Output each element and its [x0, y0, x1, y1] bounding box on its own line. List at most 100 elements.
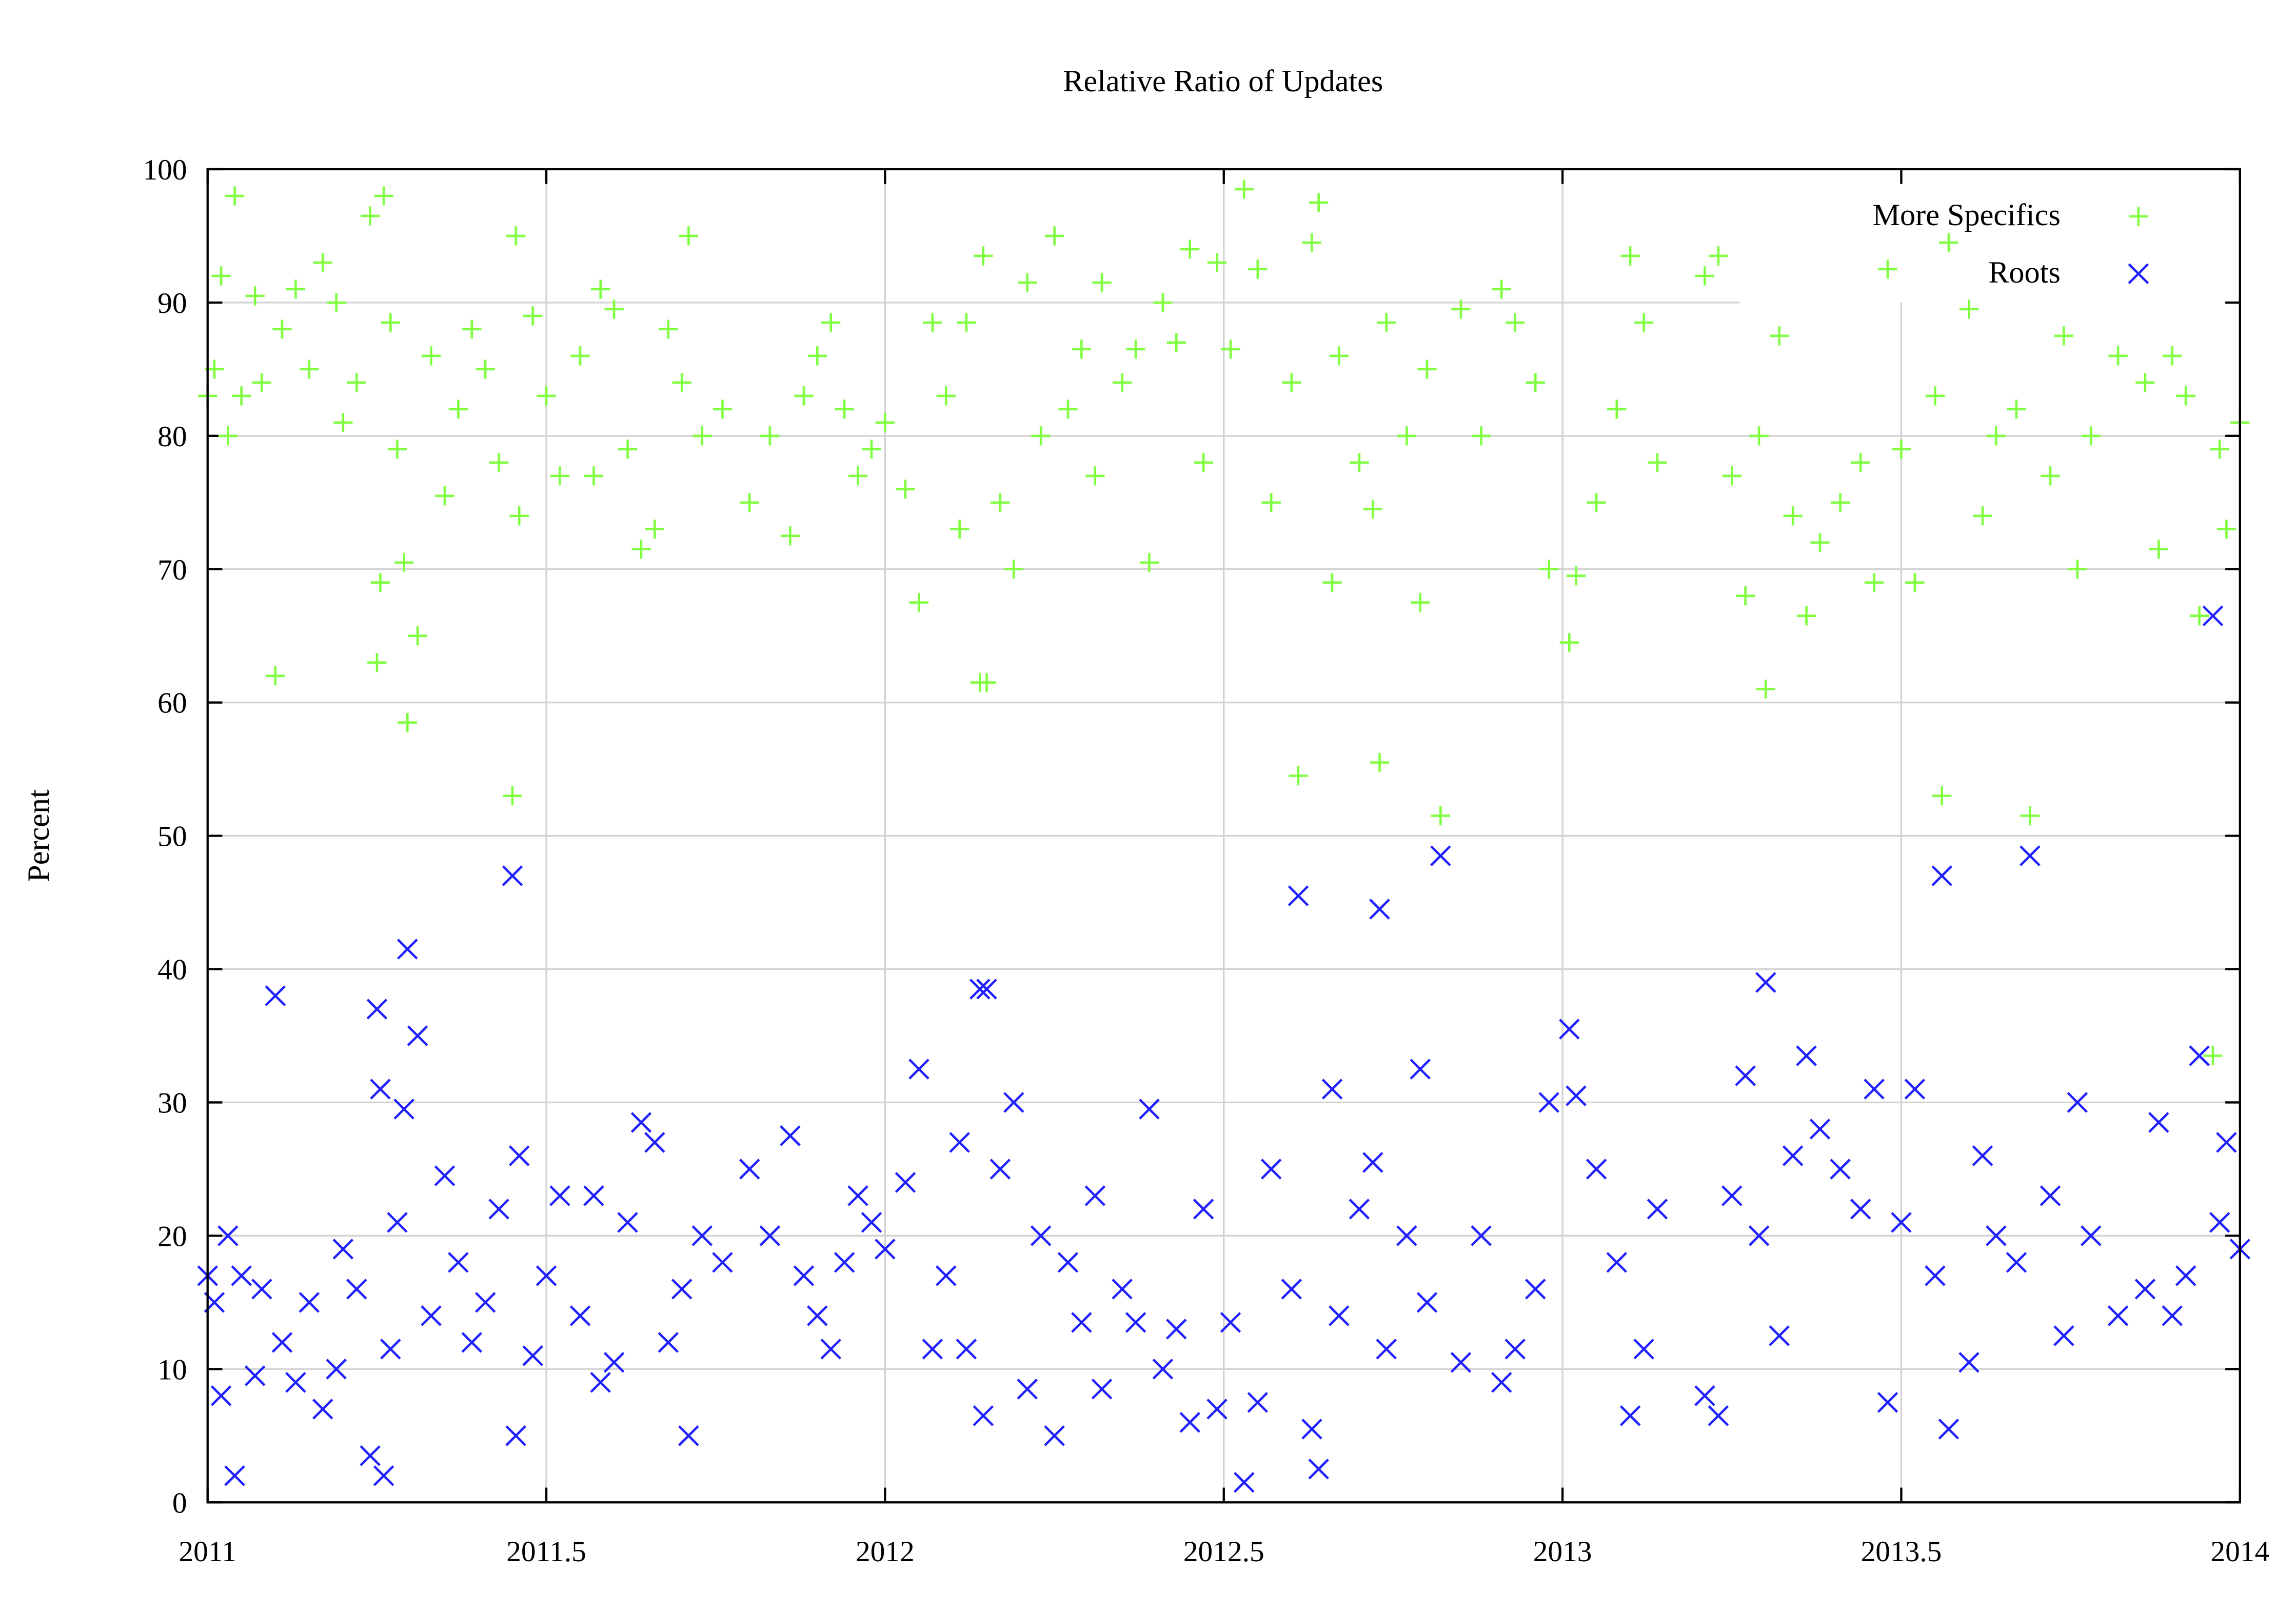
- y-tick-label: 50: [157, 821, 187, 853]
- point-roots: [1877, 1392, 1898, 1413]
- point-roots: [1084, 1185, 1106, 1206]
- point-more-specifics: [896, 480, 915, 499]
- point-more-specifics: [1695, 266, 1715, 286]
- point-more-specifics: [1864, 573, 1884, 592]
- point-roots: [671, 1279, 692, 1300]
- point-more-specifics: [2007, 400, 2026, 419]
- point-more-specifics: [462, 320, 482, 339]
- point-more-specifics: [1153, 293, 1173, 312]
- point-roots: [217, 1225, 239, 1246]
- point-roots: [1505, 1339, 1526, 1360]
- point-roots: [847, 1185, 868, 1206]
- point-roots: [1972, 1145, 1993, 1166]
- point-more-specifics: [286, 280, 306, 299]
- point-roots: [1362, 1152, 1383, 1173]
- point-roots: [380, 1339, 401, 1360]
- point-more-specifics: [974, 246, 993, 266]
- point-more-specifics: [1417, 360, 1437, 379]
- point-roots: [1559, 1019, 1580, 1040]
- y-ticks: 0 10 20 30 40 50 60 70 80 90 100: [143, 154, 2240, 1519]
- point-roots: [2053, 1325, 2074, 1346]
- data-points: [197, 180, 2251, 1493]
- point-roots: [1958, 1352, 1980, 1373]
- point-roots: [1071, 1312, 1092, 1333]
- point-more-specifics: [408, 626, 427, 646]
- point-roots: [583, 1185, 604, 1206]
- point-roots: [397, 939, 418, 960]
- point-more-specifics: [218, 426, 237, 446]
- point-more-specifics: [1756, 680, 1775, 699]
- gridlines: [207, 169, 2240, 1503]
- x-tick-label: 2013.5: [1861, 1536, 1942, 1568]
- point-more-specifics: [448, 400, 468, 419]
- point-roots: [522, 1345, 543, 1366]
- point-more-specifics: [537, 386, 556, 406]
- point-more-specifics: [1085, 466, 1105, 486]
- point-more-specifics: [2054, 326, 2074, 346]
- point-roots: [2107, 1305, 2129, 1326]
- point-roots: [1410, 1059, 1431, 1080]
- point-roots: [1769, 1325, 1790, 1346]
- y-tick-label: 60: [157, 687, 187, 720]
- point-roots: [2067, 1092, 2088, 1113]
- point-roots: [2209, 1212, 2230, 1233]
- point-more-specifics: [1796, 606, 1816, 626]
- point-more-specifics: [1322, 573, 1342, 592]
- point-more-specifics: [1072, 340, 1092, 359]
- point-more-specifics: [848, 466, 868, 486]
- point-more-specifics: [1783, 506, 1803, 526]
- point-roots: [861, 1212, 882, 1233]
- point-roots: [407, 1025, 428, 1046]
- y-tick-label: 100: [143, 154, 187, 186]
- point-roots: [448, 1252, 469, 1273]
- point-roots: [285, 1372, 306, 1393]
- x-tick-label: 2012: [856, 1536, 915, 1568]
- y-tick-label: 40: [157, 954, 187, 986]
- point-more-specifics: [2203, 1046, 2223, 1066]
- y-tick-label: 20: [157, 1220, 187, 1252]
- point-more-specifics: [1309, 193, 1329, 212]
- x-tick-label: 2011.5: [506, 1536, 586, 1568]
- point-roots: [922, 1339, 943, 1360]
- point-roots: [807, 1305, 828, 1326]
- point-roots: [421, 1305, 442, 1326]
- point-roots: [739, 1159, 760, 1180]
- point-more-specifics: [374, 186, 393, 206]
- point-roots: [231, 1265, 252, 1286]
- point-roots: [1003, 1092, 1024, 1113]
- point-roots: [1247, 1392, 1269, 1413]
- point-more-specifics: [1166, 333, 1186, 352]
- point-roots: [210, 1385, 232, 1406]
- point-more-specifics: [2210, 440, 2229, 459]
- point-roots: [820, 1339, 842, 1360]
- point-more-specifics: [476, 360, 495, 379]
- point-roots: [1017, 1379, 1038, 1400]
- point-roots: [1721, 1185, 1743, 1206]
- point-roots: [1633, 1339, 1654, 1360]
- point-roots: [759, 1225, 781, 1246]
- point-roots: [1112, 1279, 1133, 1300]
- point-roots: [1796, 1045, 1817, 1066]
- point-roots: [1057, 1252, 1079, 1273]
- point-more-specifics: [1113, 373, 1132, 392]
- point-roots: [1376, 1339, 1397, 1360]
- point-roots: [360, 1445, 381, 1466]
- x-tick-label: 2012.5: [1183, 1536, 1264, 1568]
- legend-label-more-specifics: More Specifics: [1872, 198, 2060, 232]
- point-more-specifics: [300, 360, 319, 379]
- point-roots: [2162, 1305, 2183, 1326]
- point-more-specifics: [1878, 260, 1897, 279]
- point-more-specifics: [2176, 386, 2195, 406]
- point-roots: [1430, 845, 1451, 866]
- point-more-specifics: [370, 573, 390, 592]
- point-more-specifics: [1973, 506, 1992, 526]
- point-more-specifics: [1139, 553, 1159, 572]
- point-roots: [590, 1372, 611, 1393]
- point-more-specifics: [1282, 373, 1301, 392]
- point-more-specifics: [862, 440, 881, 459]
- point-more-specifics: [1770, 326, 1789, 346]
- point-roots: [1491, 1372, 1512, 1393]
- point-more-specifics: [618, 440, 638, 459]
- point-roots: [976, 979, 997, 1000]
- point-more-specifics: [523, 306, 543, 326]
